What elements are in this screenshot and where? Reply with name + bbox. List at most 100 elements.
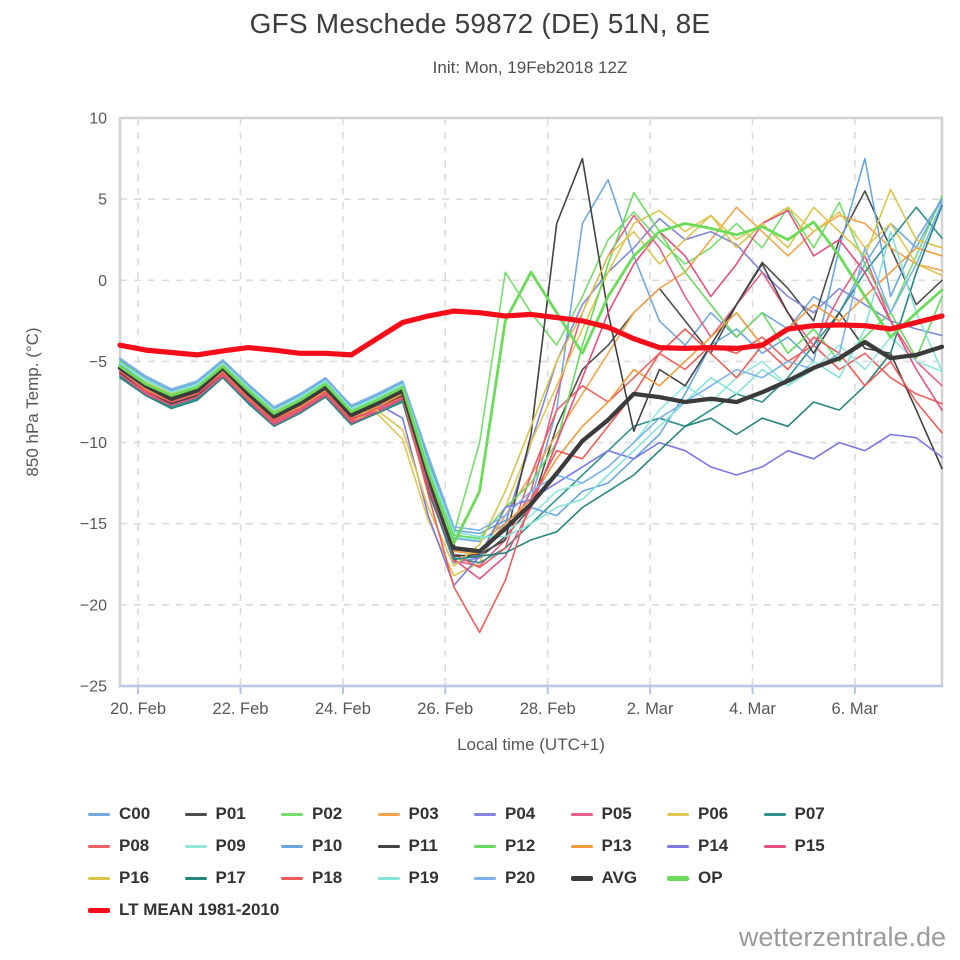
legend-label: C00 xyxy=(119,804,151,823)
legend-item-OP: OP xyxy=(667,868,764,888)
legend-swatch xyxy=(474,876,496,880)
y-tick-label: 5 xyxy=(98,192,107,209)
legend-label: OP xyxy=(698,868,723,887)
legend-swatch xyxy=(570,875,593,881)
legend-item-C00: C00 xyxy=(88,804,185,824)
legend-swatch xyxy=(667,875,689,881)
series-line-P15 xyxy=(119,209,943,580)
legend-label: P04 xyxy=(505,804,536,823)
legend-label: AVG xyxy=(601,868,638,887)
x-axis-title: Local time (UTC+1) xyxy=(457,735,605,754)
series-line-LT xyxy=(117,308,945,358)
legend-label: P12 xyxy=(505,836,536,855)
legend-swatch xyxy=(763,812,786,816)
legend-item-P02: P02 xyxy=(281,804,378,824)
legend-item-P14: P14 xyxy=(667,836,764,856)
series-line-P08 xyxy=(119,336,943,569)
y-tick-label: 0 xyxy=(98,273,107,290)
y-tick-label: −25 xyxy=(80,679,107,696)
chart-legend: C00 P01 P02 P03 P04 P05 P06 P07 P08 P09 P10 P11 P12 P… xyxy=(88,798,948,926)
legend-item-P16: P16 xyxy=(88,868,185,888)
legend-item-P06: P06 xyxy=(667,804,764,824)
y-tick-label: −5 xyxy=(89,354,107,371)
legend-item-P05: P05 xyxy=(570,804,668,824)
legend-label: P17 xyxy=(215,868,246,887)
legend-item-LT: LT MEAN 1981-2010 xyxy=(88,900,279,920)
legend-item-P18: P18 xyxy=(281,868,378,888)
legend-item-P13: P13 xyxy=(570,836,668,856)
x-tick-label: 20. Feb xyxy=(110,700,166,718)
legend-label: P16 xyxy=(119,868,150,887)
legend-label: P19 xyxy=(408,868,439,887)
legend-item-P01: P01 xyxy=(184,804,282,824)
y-tick-label: 10 xyxy=(89,111,107,128)
legend-item-P12: P12 xyxy=(474,836,571,856)
plot-border xyxy=(118,116,944,688)
series-line-P19 xyxy=(119,230,943,538)
series-line-P16 xyxy=(119,188,943,567)
legend-label: LT MEAN 1981-2010 xyxy=(119,900,280,919)
legend-swatch xyxy=(474,844,496,848)
legend-swatch xyxy=(184,812,207,816)
x-tick-label: 28. Feb xyxy=(520,700,576,718)
forecast-chart: 20. Feb 22. Feb 24. Feb 26. Feb 28. Feb 2. Ma… xyxy=(23,111,945,754)
y-axis-title: 850 hPa Temp. (°C) xyxy=(23,327,42,476)
legend-label: P02 xyxy=(312,804,343,823)
series-line-P17 xyxy=(119,204,943,561)
legend-item-P11: P11 xyxy=(377,836,475,856)
legend-swatch xyxy=(763,844,786,848)
x-tick-label: 2. Mar xyxy=(627,700,674,718)
legend-swatch xyxy=(377,876,400,880)
legend-swatch xyxy=(474,812,496,816)
legend-label: P05 xyxy=(601,804,632,823)
legend-item-P15: P15 xyxy=(763,836,861,856)
y-tick-label: −20 xyxy=(80,597,107,614)
y-tick-label: −10 xyxy=(80,435,107,452)
x-tick-label: 22. Feb xyxy=(213,700,269,718)
legend-swatch xyxy=(281,876,303,880)
chart-title: GFS Meschede 59872 (DE) 51N, 8E xyxy=(249,8,711,39)
legend-swatch xyxy=(281,812,303,816)
legend-label: P14 xyxy=(698,836,729,855)
legend-item-P20: P20 xyxy=(474,868,571,888)
x-tick-label: 6. Mar xyxy=(831,700,878,718)
legend-item-P09: P09 xyxy=(184,836,282,856)
chart-subtitle: Init: Mon, 19Feb2018 12Z xyxy=(432,58,628,77)
legend-swatch xyxy=(88,876,110,880)
legend-label: P15 xyxy=(794,836,825,855)
legend-item-P07: P07 xyxy=(763,804,861,824)
legend-swatch xyxy=(184,876,207,880)
legend-label: P06 xyxy=(698,804,729,823)
legend-label: P11 xyxy=(408,836,438,855)
legend-label: P01 xyxy=(215,804,246,823)
legend-item-P10: P10 xyxy=(281,836,378,856)
legend-label: P13 xyxy=(601,836,632,855)
legend-item-P19: P19 xyxy=(377,868,475,888)
legend-label: P18 xyxy=(312,868,343,887)
legend-swatch xyxy=(667,812,689,816)
y-tick-label: −15 xyxy=(80,516,107,533)
legend-swatch xyxy=(88,812,110,816)
legend-swatch xyxy=(184,844,207,848)
series-line-AVG xyxy=(117,339,945,554)
legend-label: P10 xyxy=(312,836,343,855)
legend-label: P08 xyxy=(119,836,150,855)
legend-swatch xyxy=(377,812,400,816)
legend-swatch xyxy=(667,844,689,848)
legend-row: LT MEAN 1981-2010 xyxy=(88,894,948,926)
legend-item-P04: P04 xyxy=(474,804,571,824)
legend-swatch xyxy=(377,844,400,848)
x-tick-label: 4. Mar xyxy=(729,700,776,718)
legend-label: P07 xyxy=(794,804,825,823)
legend-label: P20 xyxy=(505,868,536,887)
x-tick-label: 24. Feb xyxy=(315,700,371,718)
legend-swatch xyxy=(281,844,303,848)
watermark: wetterzentrale.de xyxy=(738,922,946,952)
series-line-OP xyxy=(118,220,944,545)
legend-row: C00 P01 P02 P03 P04 P05 P06 P07 xyxy=(88,798,948,830)
legend-item-P03: P03 xyxy=(377,804,475,824)
series-line-P18 xyxy=(119,328,943,634)
legend-row: P08 P09 P10 P11 P12 P13 P14 P15 xyxy=(88,830,948,862)
legend-swatch xyxy=(88,907,110,913)
